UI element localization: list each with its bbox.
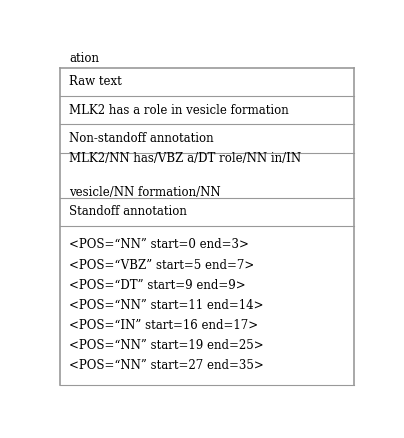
Text: MLK2 has a role in vesicle formation: MLK2 has a role in vesicle formation xyxy=(69,104,289,117)
Text: <POS=“DT” start=9 end=9>: <POS=“DT” start=9 end=9> xyxy=(69,279,246,292)
Text: <POS=“NN” start=27 end=35>: <POS=“NN” start=27 end=35> xyxy=(69,359,264,372)
Text: <POS=“IN” start=16 end=17>: <POS=“IN” start=16 end=17> xyxy=(69,319,259,332)
Text: Raw text: Raw text xyxy=(69,75,122,88)
Text: vesicle/NN formation/NN: vesicle/NN formation/NN xyxy=(69,186,221,199)
Text: Standoff annotation: Standoff annotation xyxy=(69,205,187,218)
Text: <POS=“NN” start=11 end=14>: <POS=“NN” start=11 end=14> xyxy=(69,299,264,312)
Text: <POS=“NN” start=0 end=3>: <POS=“NN” start=0 end=3> xyxy=(69,238,249,251)
Text: <POS=“VBZ” start=5 end=7>: <POS=“VBZ” start=5 end=7> xyxy=(69,258,255,272)
Text: ation: ation xyxy=(69,52,99,65)
Text: MLK2/NN has/VBZ a/DT role/NN in/IN: MLK2/NN has/VBZ a/DT role/NN in/IN xyxy=(69,152,301,165)
Text: Non-standoff annotation: Non-standoff annotation xyxy=(69,132,214,145)
Text: <POS=“NN” start=19 end=25>: <POS=“NN” start=19 end=25> xyxy=(69,339,264,352)
